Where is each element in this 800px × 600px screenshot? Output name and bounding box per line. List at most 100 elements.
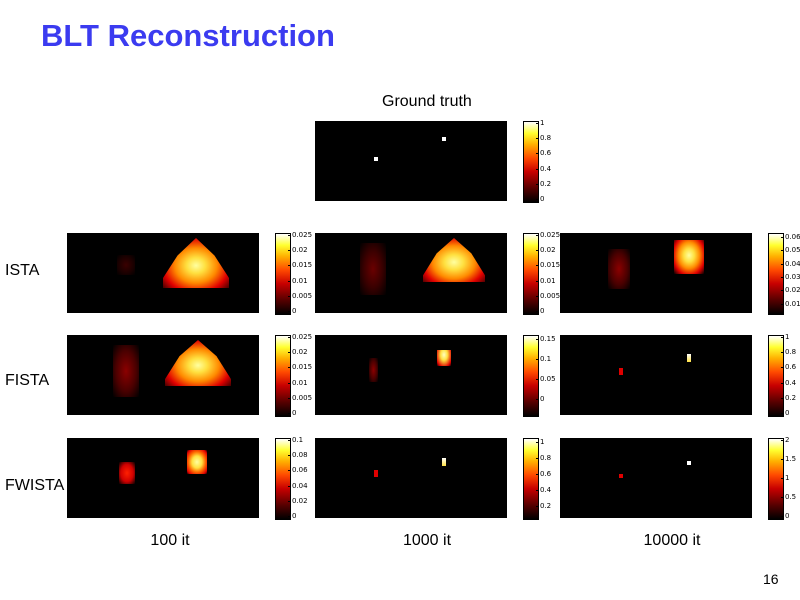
colorbar-tick-mark — [781, 367, 784, 369]
colorbar-tick-mark — [781, 440, 784, 441]
fwista-1000-source-1 — [374, 470, 378, 477]
column-label-10000: 10000 it — [643, 532, 701, 549]
colorbar-tick-label: 0.15 — [540, 335, 556, 343]
column-label-100: 100 it — [150, 532, 190, 549]
colorbar-tick-mark — [536, 199, 539, 200]
ista-1000-blob-strong — [423, 238, 485, 282]
colorbar-fwista-1000 — [523, 438, 539, 520]
colorbar-tick-mark — [288, 382, 291, 384]
colorbar-tick-mark — [781, 250, 784, 252]
ista-1000-image — [315, 233, 507, 313]
colorbar-tick-mark — [536, 280, 539, 282]
colorbar-tick-mark — [781, 263, 784, 265]
fista-100-image — [67, 335, 259, 415]
colorbar-tick-label: 0.1 — [540, 355, 552, 363]
colorbar-tick-mark — [536, 506, 539, 507]
colorbar-tick-mark — [288, 280, 291, 282]
ground-truth-source-1 — [374, 157, 378, 161]
fista-1000-blob-strong — [437, 350, 451, 366]
colorbar-tick-label: 0.01 — [785, 299, 800, 308]
colorbar-tick-mark — [536, 490, 539, 491]
colorbar-tick-mark — [536, 250, 539, 252]
ista-100-blob-strong — [163, 238, 229, 288]
colorbar-tick-label: 0.005 — [292, 393, 313, 402]
fwista-10000-image — [560, 438, 752, 518]
colorbar-tick-label: 0.8 — [540, 454, 552, 462]
colorbar-tick-mark — [536, 474, 539, 475]
colorbar-tick-mark — [781, 352, 784, 354]
colorbar-tick-label: 0.01 — [292, 276, 308, 285]
colorbar-tick-label: 0 — [292, 512, 297, 520]
colorbar-tick-label: 0 — [292, 307, 297, 315]
ground-truth-image — [315, 121, 507, 201]
colorbar-tick-label: 0 — [785, 512, 790, 520]
colorbar-tick-mark — [288, 337, 291, 338]
colorbar-ista-10000 — [768, 233, 784, 315]
colorbar-tick-mark — [536, 295, 539, 297]
colorbar-tick-label: 1.5 — [785, 455, 797, 463]
colorbar-tick-mark — [288, 440, 291, 441]
colorbar-tick-label: 0.1 — [292, 436, 304, 444]
colorbar-tick-label: 0.05 — [785, 246, 800, 255]
colorbar-tick-label: 0.025 — [292, 231, 313, 239]
colorbar-tick-label: 0.2 — [540, 179, 552, 188]
colorbar-ista-1000 — [523, 233, 539, 315]
colorbar-tick-label: 0 — [540, 307, 545, 315]
fwista-10000-source-1 — [619, 474, 623, 478]
slide-title: BLT Reconstruction — [41, 18, 335, 53]
colorbar-tick-mark — [536, 183, 539, 185]
colorbar-tick-mark — [536, 442, 539, 443]
colorbar-tick-label: 0.6 — [785, 363, 797, 372]
colorbar-tick-label: 0.4 — [540, 486, 552, 494]
colorbar-tick-mark — [536, 339, 539, 340]
fista-1000-image — [315, 335, 507, 415]
fista-10000-image — [560, 335, 752, 415]
colorbar-tick-mark — [288, 352, 291, 354]
colorbar-tick-label: 0.5 — [785, 493, 797, 501]
colorbar-tick-label: 0.08 — [292, 451, 308, 460]
ista-10000-blob-strong — [674, 240, 704, 274]
colorbar-tick-mark — [536, 399, 539, 400]
colorbar-fista-10000 — [768, 335, 784, 417]
colorbar-tick-label: 1 — [540, 119, 545, 127]
colorbar-tick-mark — [288, 485, 291, 487]
colorbar-tick-mark — [781, 277, 784, 278]
colorbar-tick-mark — [781, 497, 784, 498]
colorbar-tick-mark — [288, 516, 291, 517]
page-number: 16 — [763, 571, 779, 587]
colorbar-tick-label: 0 — [292, 409, 297, 417]
colorbar-tick-label: 0.6 — [540, 470, 552, 478]
fista-10000-source-2 — [687, 354, 691, 362]
ista-10000-image — [560, 233, 752, 313]
colorbar-tick-label: 0.06 — [292, 466, 308, 475]
colorbar-tick-mark — [536, 359, 539, 360]
colorbar-tick-label: 0.015 — [540, 261, 561, 270]
colorbar-fista-1000 — [523, 335, 539, 417]
fwista-100-blob-strong — [187, 450, 207, 474]
colorbar-tick-mark — [288, 235, 291, 236]
colorbar-tick-label: 0 — [540, 195, 545, 203]
colorbar-tick-label: 0.01 — [540, 276, 556, 285]
ground-truth-source-2 — [442, 137, 446, 141]
colorbar-tick-label: 0.02 — [292, 496, 308, 505]
row-label-fista: FISTA — [5, 372, 50, 389]
colorbar-ista-100 — [275, 233, 291, 315]
colorbar-tick-mark — [288, 470, 291, 472]
colorbar-tick-mark — [288, 455, 291, 457]
colorbar-tick-mark — [536, 153, 539, 155]
fista-100-blob-strong — [165, 340, 231, 386]
colorbar-tick-label: 0.015 — [292, 261, 313, 270]
ista-100-blob-weak — [117, 255, 135, 275]
fwista-1000-source-2 — [442, 458, 446, 466]
row-label-fwista: FWISTA — [5, 477, 65, 494]
colorbar-tick-label: 0 — [785, 409, 790, 417]
fwista-100-blob-weak — [119, 462, 135, 484]
colorbar-tick-label: 0.2 — [785, 393, 797, 402]
colorbar-tick-label: 1 — [785, 474, 790, 482]
colorbar-tick-mark — [781, 478, 784, 479]
colorbar-tick-label: 0.04 — [785, 259, 800, 268]
colorbar-tick-label: 0.02 — [785, 286, 800, 295]
ista-1000-blob-weak — [360, 243, 386, 295]
colorbar-tick-label: 1 — [785, 333, 790, 341]
colorbar-gt — [523, 121, 539, 203]
